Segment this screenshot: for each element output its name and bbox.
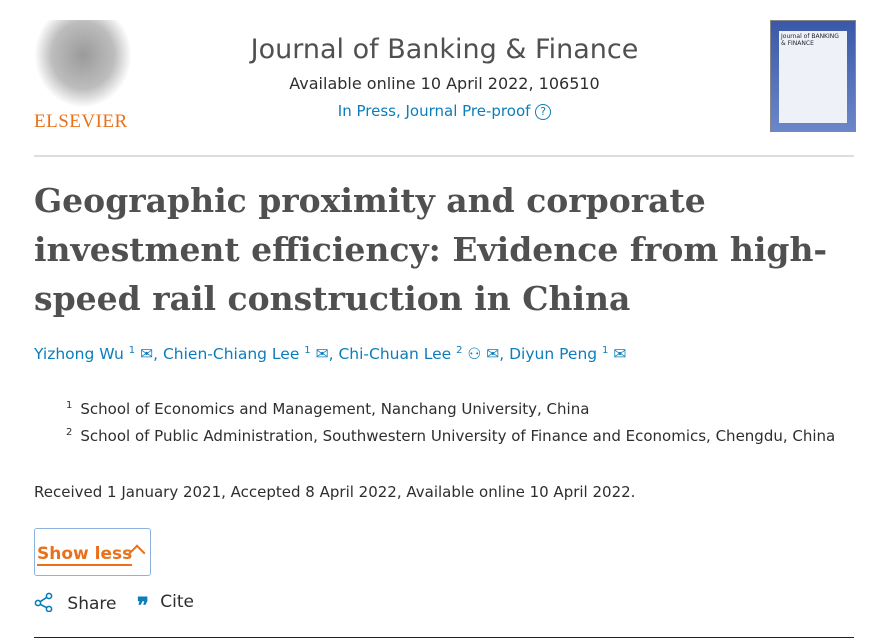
aff-num: 2 (66, 427, 73, 438)
share-label: Share (67, 594, 117, 614)
publisher-name: ELSEVIER (34, 111, 128, 132)
aff-text: School of Public Administration, Southwe… (80, 427, 836, 445)
aff-sup: 1 (602, 345, 609, 356)
show-less-button[interactable]: Show less (34, 528, 151, 576)
journal-cover[interactable]: Journal of BANKING & FINANCE (770, 20, 856, 132)
aff-sup: 1 (128, 345, 136, 356)
envelope-icon[interactable]: ✉ (140, 345, 154, 364)
question-circle-icon[interactable]: ? (535, 103, 552, 120)
elsevier-logo[interactable]: ELSEVIER (34, 20, 132, 132)
status-line: In Press, Journal Pre-proof ? (0, 102, 889, 120)
author-name: Chien-Chiang Lee (162, 345, 300, 364)
affiliation: 1 School of Economics and Management, Nan… (66, 400, 589, 418)
envelope-icon[interactable]: ✉ (613, 345, 627, 364)
divider (34, 155, 854, 157)
article-title: Geographic proximity and corporate inves… (34, 181, 828, 318)
aff-sup: 1 (304, 345, 311, 356)
tree-logo-icon (34, 20, 132, 108)
show-less-label: Show less (37, 544, 133, 566)
share-icon (34, 592, 53, 613)
aff-sup: 2 (456, 345, 463, 356)
author-name: Diyun Peng (509, 345, 598, 364)
share-button[interactable]: Share (34, 592, 116, 614)
cite-button[interactable]: ❞ Cite (137, 592, 194, 619)
author-list: Yizhong Wu 1 ✉, Chien-Chiang Lee 1 ✉, Ch… (34, 345, 627, 364)
quote-icon: ❞ (137, 593, 149, 619)
author[interactable]: Yizhong Wu 1 ✉ (34, 345, 153, 363)
status-link[interactable]: In Press, Journal Pre-proof (337, 102, 531, 120)
envelope-icon[interactable]: ✉ (315, 345, 329, 364)
author-name: Yizhong Wu (34, 345, 124, 364)
availability: Available online 10 April 2022, 106510 (289, 74, 600, 93)
aff-num: 1 (66, 400, 73, 411)
affiliation: 2 School of Public Administration, Southw… (66, 427, 835, 445)
author-name: Chi-Chuan Lee (338, 345, 452, 364)
cite-label: Cite (160, 592, 194, 612)
envelope-icon[interactable]: ✉ (486, 345, 500, 364)
author[interactable]: Chien-Chiang Lee 1 ✉ (163, 345, 329, 363)
divider (34, 637, 854, 638)
aff-text: School of Economics and Management, Nanc… (80, 400, 590, 418)
author[interactable]: Chi-Chuan Lee 2 ⚇ ✉ (338, 345, 499, 363)
person-icon[interactable]: ⚇ (467, 345, 482, 364)
article-history: Received 1 January 2021, Accepted 8 Apri… (34, 483, 636, 501)
journal-title[interactable]: Journal of Banking & Finance (250, 34, 639, 65)
author[interactable]: Diyun Peng 1 ✉ (509, 345, 626, 363)
cover-text: Journal of BANKING & FINANCE (779, 31, 847, 123)
